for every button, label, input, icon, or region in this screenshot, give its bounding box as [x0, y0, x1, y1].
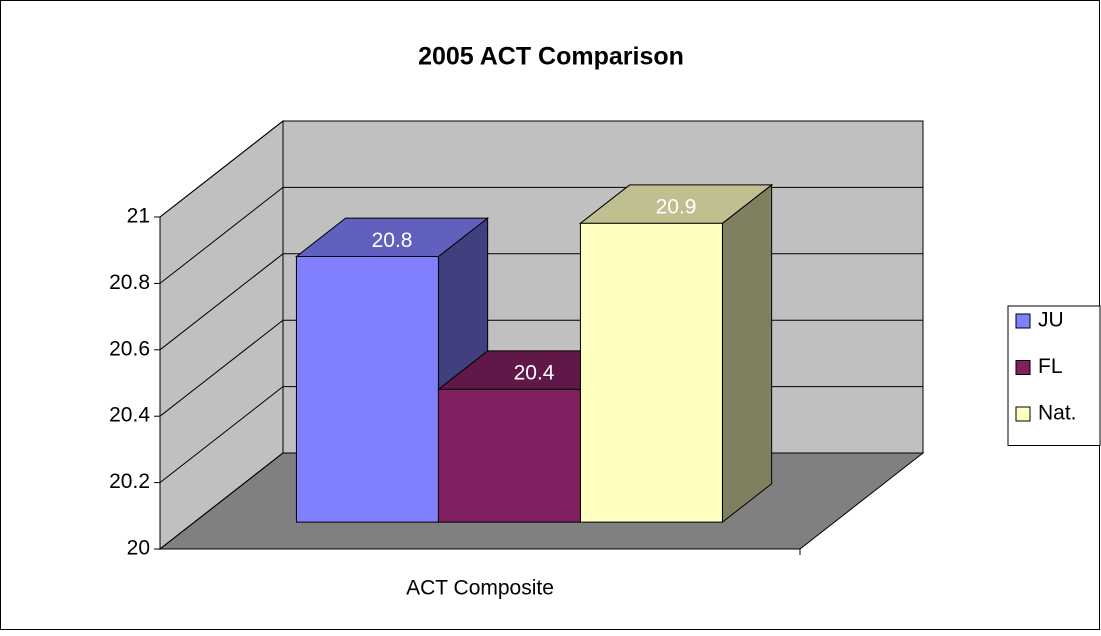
data-label: 20.4: [514, 362, 555, 385]
bar-front: [295, 256, 439, 523]
bar-front: [437, 388, 581, 523]
grid-segment: [159, 120, 923, 218]
legend-label: JU: [1038, 309, 1064, 332]
y-tick-label: 20.6: [109, 337, 150, 360]
legend-label: FL: [1038, 355, 1063, 378]
legend-box: [1007, 305, 1101, 446]
y-tick-label: 20.4: [109, 404, 150, 427]
bar-side: [721, 183, 773, 524]
grid-line: [159, 120, 923, 218]
legend-swatch: [1015, 313, 1031, 329]
y-tick-label: 20: [127, 537, 150, 560]
y-tick-label: 21: [127, 205, 150, 228]
bar-front: [579, 222, 723, 523]
bar: [578, 183, 774, 524]
x-tick-label: ACT Composite: [406, 577, 554, 600]
legend-label: Nat.: [1038, 402, 1077, 425]
legend-swatch: [1015, 406, 1031, 422]
chart-title: 2005 ACT Comparison: [418, 43, 684, 71]
data-label: 20.8: [372, 229, 413, 252]
y-tick-label: 20.8: [109, 271, 150, 294]
y-tick-label: 20.2: [109, 470, 150, 493]
legend-swatch: [1015, 360, 1031, 375]
data-label: 20.9: [656, 196, 697, 219]
